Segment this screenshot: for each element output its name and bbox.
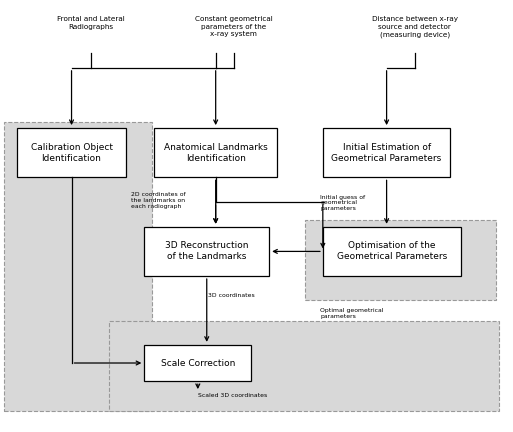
Text: 3D coordinates: 3D coordinates: [208, 293, 255, 298]
Text: 3D Reconstruction
of the Landmarks: 3D Reconstruction of the Landmarks: [165, 241, 248, 261]
FancyBboxPatch shape: [144, 227, 269, 276]
Text: Distance between x-ray
source and detector
(measuring device): Distance between x-ray source and detect…: [372, 16, 458, 38]
FancyBboxPatch shape: [4, 121, 152, 411]
Text: Anatomical Landmarks
Identification: Anatomical Landmarks Identification: [164, 143, 268, 163]
FancyBboxPatch shape: [109, 321, 499, 411]
FancyBboxPatch shape: [17, 128, 126, 178]
Text: Calibration Object
Identification: Calibration Object Identification: [31, 143, 112, 163]
Text: Initial Estimation of
Geometrical Parameters: Initial Estimation of Geometrical Parame…: [331, 143, 442, 163]
Text: Scale Correction: Scale Correction: [161, 359, 235, 368]
Text: Frontal and Lateral
Radiographs: Frontal and Lateral Radiographs: [57, 16, 125, 30]
FancyBboxPatch shape: [154, 128, 277, 178]
FancyBboxPatch shape: [323, 128, 450, 178]
Text: Constant geometrical
parameters of the
x-ray system: Constant geometrical parameters of the x…: [194, 16, 272, 38]
Text: Optimisation of the
Geometrical Parameters: Optimisation of the Geometrical Paramete…: [337, 241, 447, 261]
FancyBboxPatch shape: [305, 220, 496, 300]
Text: 2D coordinates of
the landmarks on
each radiograph: 2D coordinates of the landmarks on each …: [131, 192, 186, 209]
FancyBboxPatch shape: [323, 227, 461, 276]
Text: Scaled 3D coordinates: Scaled 3D coordinates: [198, 393, 267, 398]
FancyBboxPatch shape: [144, 345, 251, 381]
Text: Initial guess of
geometrical
parameters: Initial guess of geometrical parameters: [320, 194, 365, 211]
Text: Optimal geometrical
parameters: Optimal geometrical parameters: [320, 308, 384, 319]
